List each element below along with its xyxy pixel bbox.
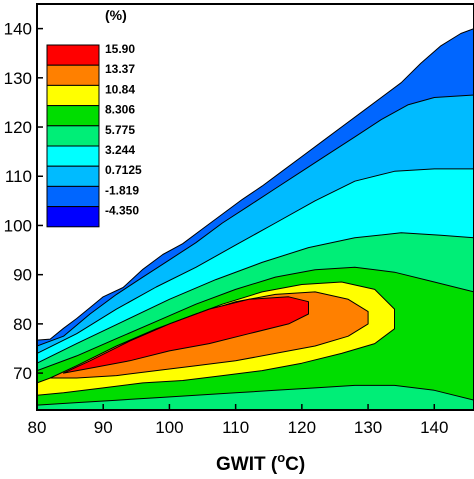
x-tick-label: 80 — [28, 418, 47, 437]
legend-swatch — [46, 185, 100, 208]
x-tick-label: 140 — [420, 418, 448, 437]
contour-band-7 — [63, 296, 309, 374]
x-tick-label: 90 — [94, 418, 113, 437]
legend-swatch — [46, 105, 100, 127]
contour-bands — [37, 28, 474, 410]
legend-label: 5.775 — [105, 123, 135, 137]
y-tick-label: 80 — [13, 315, 32, 334]
x-axis-title-main: GWIT ( — [216, 454, 278, 474]
legend-label: 10.84 — [105, 82, 135, 96]
x-tick-label: 100 — [155, 418, 183, 437]
y-tick-label: 70 — [13, 364, 32, 383]
axis-ticks: 80 90 100 110 120 130 140 70 80 90 100 110 120 130 140 — [4, 20, 449, 437]
y-tick-label: 110 — [5, 167, 32, 186]
legend-swatch — [46, 145, 100, 167]
legend-swatch — [46, 125, 100, 147]
legend-swatch — [46, 64, 100, 86]
legend-swatch — [46, 206, 100, 228]
legend-title: (%) — [105, 7, 127, 23]
legend-label: 0.7125 — [105, 163, 142, 177]
x-tick-label: 110 — [222, 418, 249, 437]
legend-label: -4.350 — [105, 204, 139, 218]
x-axis-title-tail: C) — [285, 454, 305, 474]
legend: (%) 15.90 13.37 10.84 8.306 5.775 3.244 0.7125 -… — [46, 7, 155, 228]
y-tick-label: 90 — [13, 266, 32, 285]
legend-label: -1.819 — [105, 183, 139, 197]
y-tick-label: 100 — [4, 216, 32, 235]
legend-swatch — [46, 165, 100, 187]
y-tick-label: 130 — [4, 69, 32, 88]
legend-swatch — [46, 44, 100, 66]
plot-frame — [36, 3, 474, 411]
legend-label: 13.37 — [105, 62, 135, 76]
x-tick-label: 130 — [354, 418, 382, 437]
y-tick-label: 140 — [4, 20, 32, 39]
y-tick-label: 120 — [4, 118, 32, 137]
legend-label: 8.306 — [105, 103, 135, 117]
x-tick-label: 120 — [288, 418, 316, 437]
legend-swatch — [46, 84, 100, 107]
x-axis-title-superscript: o — [277, 450, 285, 465]
x-axis-title: GWIT (oC) — [216, 450, 305, 474]
legend-label: 3.244 — [105, 143, 135, 157]
legend-label: 15.90 — [105, 42, 135, 56]
